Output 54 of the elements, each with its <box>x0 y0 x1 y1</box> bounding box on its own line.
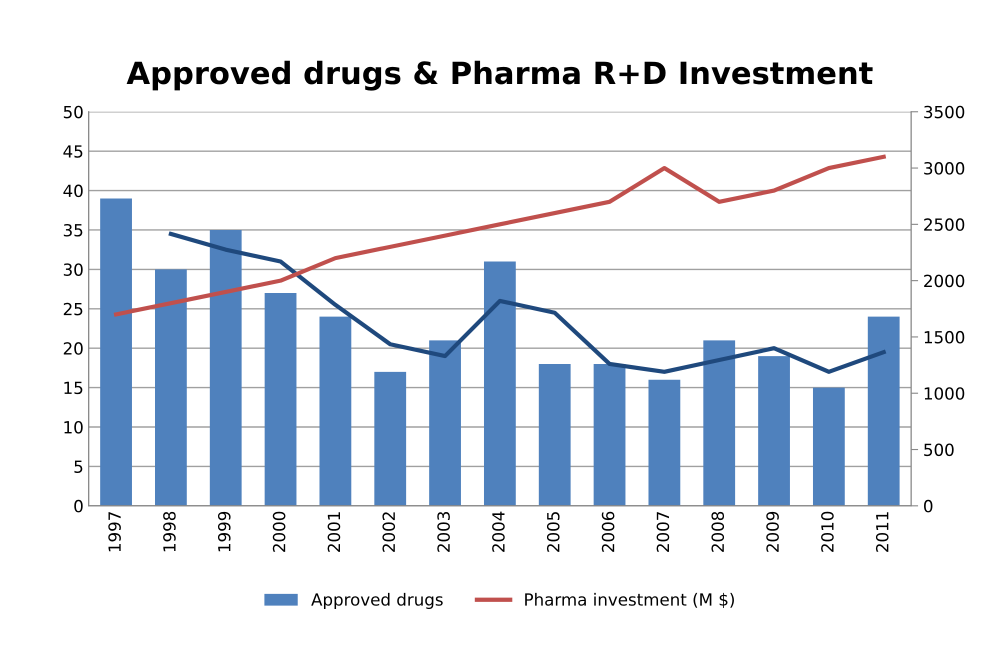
x-tick-label: 2003 <box>437 512 450 552</box>
bar <box>319 316 352 506</box>
x-tick-label: 2000 <box>272 512 286 552</box>
y-tick-label: 40 <box>63 184 83 198</box>
bar <box>648 380 680 506</box>
line-series <box>168 232 886 374</box>
legend-label: Approved drugs <box>311 592 443 610</box>
y-tick-label: 45 <box>63 145 82 158</box>
bar <box>264 293 296 506</box>
y2-tick-label: 1000 <box>924 387 964 400</box>
y2-tick-label: 500 <box>924 443 954 456</box>
x-tick-label: 2002 <box>382 512 396 552</box>
y2-tick-label: 1500 <box>924 330 964 344</box>
y-tick-label: 5 <box>74 460 82 473</box>
y2-tick-label: 2000 <box>924 274 964 288</box>
legend-label: Pharma investment (M $) <box>525 592 734 608</box>
y-tick-label: 10 <box>64 420 83 434</box>
y-tick-label: 25 <box>64 302 82 316</box>
bar <box>484 262 516 506</box>
y2-tick-label: 3000 <box>924 162 964 175</box>
x-tick-label: 1997 <box>108 512 121 552</box>
x-tick-label: 2009 <box>766 512 779 552</box>
y-tick-label: 50 <box>64 106 83 118</box>
bar <box>758 356 790 506</box>
y2-tick-label: 3500 <box>924 106 964 118</box>
bar <box>429 340 461 506</box>
bar <box>812 388 845 506</box>
bar <box>154 269 187 506</box>
chart-title: Approved drugs & Pharma R+D Investment <box>126 60 873 91</box>
x-tick-label: 2004 <box>492 512 505 552</box>
bar <box>538 364 571 506</box>
bar <box>210 230 242 506</box>
y2-tick-label: 0 <box>924 500 932 512</box>
x-tick-label: 1999 <box>218 512 231 552</box>
x-tick-label: 2005 <box>546 512 560 552</box>
bar <box>868 316 900 506</box>
bar <box>594 364 626 506</box>
y-tick-label: 35 <box>64 224 82 237</box>
bar <box>100 198 132 506</box>
x-tick-label: 2010 <box>821 512 834 552</box>
x-tick-label: 2008 <box>711 512 724 552</box>
y-tick-label: 20 <box>64 342 83 355</box>
y-tick-label: 15 <box>64 382 82 394</box>
x-tick-label: 2006 <box>602 512 614 552</box>
y2-tick-label: 2500 <box>924 218 964 231</box>
x-tick-label: 2007 <box>656 512 670 552</box>
bar <box>374 372 406 506</box>
line-series <box>114 154 886 316</box>
x-tick-label: 2011 <box>876 512 889 552</box>
y-tick-label: 30 <box>64 263 83 276</box>
x-tick-label: 1998 <box>163 512 176 552</box>
x-tick-label: 2001 <box>328 512 340 552</box>
y-tick-label: 0 <box>74 500 83 512</box>
bar <box>703 340 736 506</box>
